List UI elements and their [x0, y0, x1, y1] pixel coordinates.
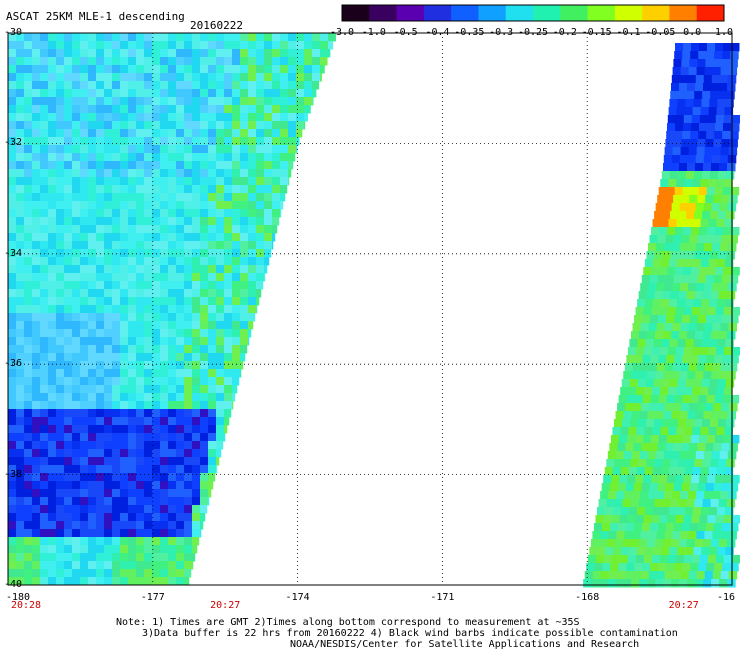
pass-time-label: 20:28 — [10, 600, 42, 611]
latitude-tick-label: -34 — [4, 247, 23, 259]
latitude-tick-label: -36 — [4, 358, 23, 370]
colorbar-tick-label: 1.0 — [714, 27, 734, 38]
map-date: 20160222 — [190, 19, 243, 32]
note-line-2: 3)Data buffer is 22 hrs from 20160222 4)… — [142, 628, 678, 639]
colorbar-tick-label: -0.05 — [645, 27, 676, 38]
colorbar-tick-label: -3.0 — [329, 27, 355, 38]
colorbar-tick-label: -0.1 — [616, 27, 641, 38]
swath-data-layer — [8, 33, 740, 588]
colorbar-tick-label: -0.25 — [517, 27, 549, 38]
longitude-tick-label: -171 — [430, 592, 455, 603]
colorbar-segment — [396, 5, 425, 21]
colorbar-segment — [533, 5, 561, 21]
colorbar-tick-label: -0.5 — [393, 27, 418, 38]
colorbar — [341, 4, 725, 22]
colorbar-segment — [642, 5, 670, 21]
colorbar-tick-label: -1.0 — [361, 27, 386, 38]
colorbar-tick-label: -0.2 — [552, 27, 577, 38]
colorbar-segment — [669, 5, 698, 21]
colorbar-segment — [587, 5, 616, 21]
colorbar-segment — [614, 5, 643, 21]
colorbar-tick-label: -0.35 — [454, 27, 485, 38]
colorbar-tick-label: 0.0 — [683, 27, 702, 38]
colorbar-tick-label: -0.3 — [489, 27, 514, 38]
colorbar-tick-label: -0.15 — [581, 27, 612, 38]
colorbar-segment — [423, 5, 452, 21]
lat-lon-grid — [8, 33, 732, 585]
map-frame — [7, 32, 733, 586]
colorbar-segment — [696, 5, 725, 21]
colorbar-segment — [505, 5, 534, 21]
latitude-tick-label: -38 — [4, 468, 23, 480]
pass-time-label: 20:27 — [210, 600, 241, 611]
latitude-tick-label: -40 — [4, 579, 23, 590]
longitude-tick-label: -168 — [575, 592, 600, 603]
longitude-tick-label: -174 — [285, 592, 310, 603]
latitude-tick-label: -30 — [4, 27, 23, 38]
colorbar-segment — [342, 5, 370, 21]
colorbar-segment — [560, 5, 589, 21]
latitude-tick-label: -32 — [4, 137, 23, 149]
colorbar-segment — [478, 5, 507, 21]
longitude-tick-label: -180 — [5, 592, 31, 603]
note-line-3: NOAA/NESDIS/Center for Satellite Applica… — [290, 639, 640, 650]
longitude-tick-label: -177 — [140, 592, 165, 603]
longitude-tick-label: -16 — [716, 592, 736, 603]
colorbar-tick-label: -0.4 — [425, 27, 450, 38]
colorbar-segment — [369, 5, 398, 21]
pass-time-label: 20:27 — [668, 600, 699, 611]
colorbar-segment — [451, 5, 479, 21]
map-title: ASCAT 25KM MLE-1 descending — [6, 10, 185, 23]
note-line-1: Note: 1) Times are GMT 2)Times along bot… — [116, 617, 580, 628]
